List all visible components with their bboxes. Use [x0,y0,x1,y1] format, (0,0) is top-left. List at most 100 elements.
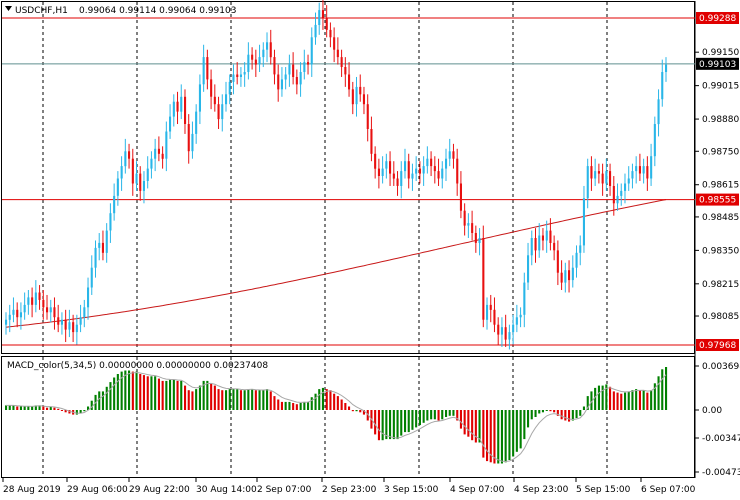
candle-body [116,178,119,196]
candle-body [508,332,511,340]
price-tick-label: 0.98615 [702,181,739,191]
candle-body [348,74,351,90]
candle-body [60,319,63,325]
candle-body [590,166,593,179]
candle-body [422,166,425,174]
candle-body [165,131,168,159]
candle-body [448,151,451,159]
candle-body [295,77,298,85]
price-tick-label: 0.99015 [702,82,739,92]
macd-bar [362,410,365,415]
candle-body [486,304,489,320]
macd-bar [131,371,134,410]
macd-bar [157,378,160,410]
macd-bar [19,406,22,410]
macd-bar [83,410,86,412]
macd-bar [307,401,310,410]
candle-body [657,99,660,125]
time-label: 4 Sep 07:00 [450,485,505,495]
candle-body [198,84,201,112]
macd-bar [139,374,142,410]
candle-body [500,327,503,335]
macd-bar [541,410,544,413]
candle-body [571,267,574,281]
candle-body [344,67,347,75]
candle-body [545,230,548,241]
candle-body [411,173,414,179]
macd-signal-line [6,371,667,463]
candle-body [109,213,112,231]
macd-bar [124,370,127,410]
macd-bar [295,404,298,410]
macd-bar [202,380,205,410]
candle-body [370,129,373,154]
macd-bar [98,391,101,410]
macd-scale-label: -0.004734 [702,468,740,478]
time-label: 6 Sep 07:00 [641,485,696,495]
dropdown-triangle-icon[interactable] [5,6,12,11]
macd-bar [396,410,399,440]
time-axis[interactable]: 28 Aug 2019 29 Aug 06:00 29 Aug 22:00 30 Au… [2,478,696,495]
macd-bar [523,410,526,440]
macd-bar [351,410,354,412]
macd-bar [150,376,153,410]
candle-body [530,238,533,256]
candle-body [549,230,552,243]
candle-body [534,238,537,251]
macd-bar [23,406,26,410]
candle-body [310,37,313,65]
macd-bar [142,375,145,410]
macd-bar [310,397,313,410]
candle-body [396,178,399,186]
ohlc-readout: 0.99064 0.99114 0.99064 0.99103 [79,6,236,16]
macd-bar [650,390,653,410]
macd-bar [385,410,388,440]
macd-bar [359,410,362,413]
candle-body [556,250,559,273]
candle-body [523,282,526,315]
candle-body [538,235,541,251]
macd-bar [191,391,194,410]
macd-bar [631,390,634,410]
candle-body [445,158,448,169]
macd-scale-label: 0.0036986 [702,362,740,372]
candle-body [459,183,462,211]
macd-bar [49,406,52,410]
candle-body [433,166,436,172]
candle-body [284,74,287,80]
macd-bar [299,403,302,410]
macd-bar [609,386,612,410]
candle-body [512,324,515,333]
macd-bar [601,385,604,410]
level-badge-low [696,339,739,351]
candle-body [519,314,522,318]
candle-body [72,322,75,333]
candle-body [560,272,563,283]
candle-body [586,166,589,199]
macd-bar [292,403,295,410]
macd-bar [243,390,246,410]
candle-body [53,307,56,318]
candle-body [504,327,507,340]
horizontal-levels[interactable] [2,17,695,346]
macd-bar [284,401,287,410]
candle-body [210,79,213,97]
time-label: 2 Sep 23:00 [322,485,377,495]
time-label: 4 Sep 23:00 [514,485,569,495]
candle-body [430,158,433,167]
macd-bar [594,387,597,410]
price-scale[interactable]: 0.99150 0.99015 0.98880 0.98750 0.98615 0.984… [695,12,739,351]
macd-bar [545,410,548,411]
candle-body [493,309,496,325]
candle-body [105,230,108,253]
candle-body [131,158,134,184]
candle-body [646,166,649,179]
candle-body [87,287,90,308]
macd-bar [303,401,306,410]
macd-bar [560,410,563,420]
macd-bar [355,410,358,412]
macd-bar [538,410,541,414]
macd-bar [135,371,138,410]
candle-body [299,72,302,85]
